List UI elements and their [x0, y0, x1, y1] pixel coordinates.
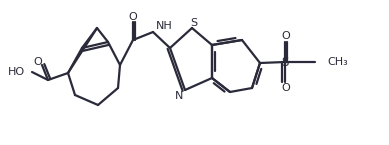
Text: S: S [191, 18, 198, 28]
Text: O: O [33, 57, 42, 67]
Text: NH: NH [156, 21, 173, 31]
Text: O: O [282, 31, 290, 41]
Text: O: O [129, 12, 137, 22]
Text: N: N [175, 91, 183, 101]
Text: O: O [282, 83, 290, 93]
Text: CH₃: CH₃ [327, 57, 348, 67]
Text: S: S [281, 56, 289, 68]
Text: HO: HO [8, 67, 25, 77]
